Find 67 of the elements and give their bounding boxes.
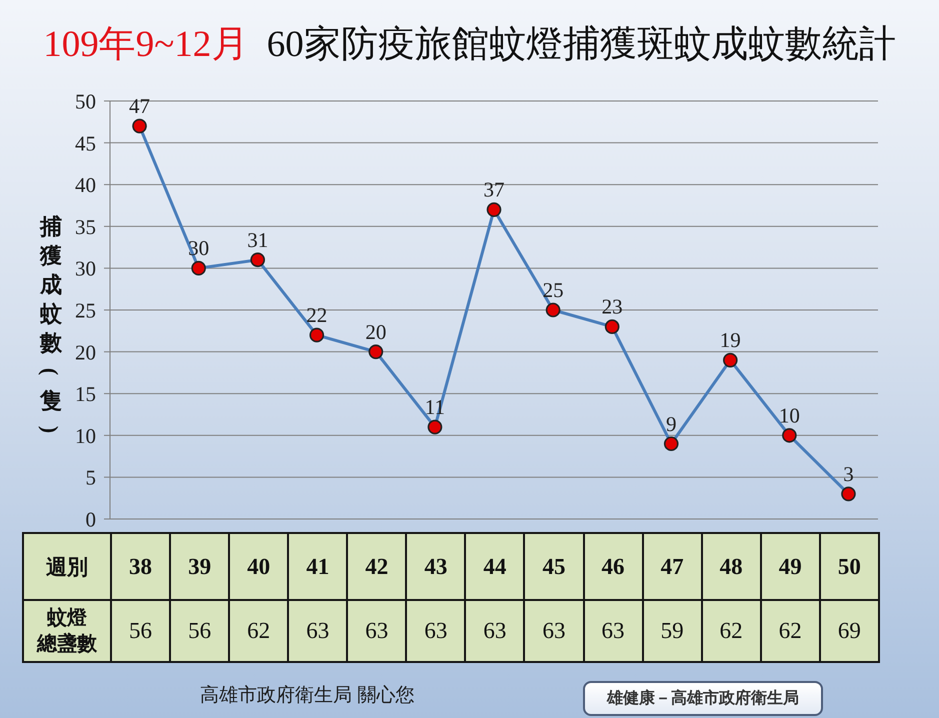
y-tick-label: 35	[75, 214, 96, 239]
data-label: 10	[778, 403, 800, 428]
text: 63	[306, 618, 330, 643]
point	[428, 420, 442, 434]
x-tick-label: 49	[778, 554, 802, 578]
data-label: 25	[542, 278, 564, 302]
x-tick-label: 47	[660, 554, 684, 578]
x-tick-label: 46	[602, 554, 625, 578]
text: 62	[247, 618, 270, 643]
point	[841, 486, 856, 502]
data-label: 20	[365, 320, 386, 344]
y-tick-label: 50	[75, 89, 96, 114]
point	[309, 328, 324, 342]
data-label: 31	[247, 228, 268, 252]
point	[132, 118, 147, 134]
text: 56	[129, 618, 152, 643]
text: 63	[365, 618, 388, 643]
text: 蚊燈總盞數	[37, 606, 97, 657]
x-tick-label: 50	[838, 554, 861, 578]
x-tick-label: 38	[129, 554, 152, 578]
x-tick-label: 45	[542, 554, 566, 578]
data-label: 37	[484, 178, 504, 202]
y-tick-label: 40	[75, 173, 96, 198]
y-tick-label: 45	[75, 131, 96, 156]
y-tick-label: 5	[86, 466, 96, 490]
point	[486, 202, 502, 217]
y-tick-label: 25	[75, 298, 96, 322]
text: 63	[483, 618, 506, 643]
text: 62	[720, 618, 743, 643]
point	[782, 428, 797, 443]
text: 63	[424, 618, 448, 643]
text: 高雄市政府衛生局 關心您	[200, 685, 414, 706]
y-tick-label: 0	[86, 507, 96, 532]
data-label: 22	[306, 303, 328, 328]
chart-title: 109年9~12月 60家防疫旅館蚊燈捕獲斑蚊成蚊數統計	[43, 24, 896, 65]
data-label: 9	[666, 412, 676, 436]
text: 69	[838, 618, 861, 643]
point	[546, 302, 560, 318]
text: 56	[188, 618, 212, 643]
x-tick-label: 41	[306, 554, 330, 578]
x-tick-label: 44	[483, 554, 506, 578]
point	[250, 252, 265, 268]
y-tick-label: 10	[75, 424, 96, 448]
point	[191, 260, 206, 276]
y-tick-label: 30	[75, 256, 96, 281]
rounded-frame: 雄健康－高雄市政府衛生局	[583, 681, 823, 716]
y-tick-label: 20	[75, 340, 96, 364]
data-label: 3	[843, 462, 854, 486]
data-label: 19	[720, 328, 741, 352]
y-axis-title: 捕獲成蚊數(隻)	[38, 213, 64, 434]
x-tick-label: 42	[365, 554, 388, 578]
point	[604, 319, 620, 334]
x-axis-title: 週別	[46, 554, 88, 578]
x-tick-label: 43	[424, 554, 448, 578]
x-tick-label: 48	[720, 554, 743, 578]
point	[664, 436, 679, 452]
text: 62	[778, 618, 802, 643]
x-tick-label: 39	[188, 554, 212, 578]
data-label: 47	[129, 94, 150, 118]
x-tick-label: 40	[247, 554, 270, 578]
text: 63	[542, 618, 566, 643]
data-label: 23	[602, 294, 623, 319]
text: 59	[660, 618, 684, 643]
point	[368, 344, 384, 360]
text: 63	[602, 618, 625, 643]
y-tick-label: 15	[75, 382, 96, 406]
point	[723, 352, 738, 368]
